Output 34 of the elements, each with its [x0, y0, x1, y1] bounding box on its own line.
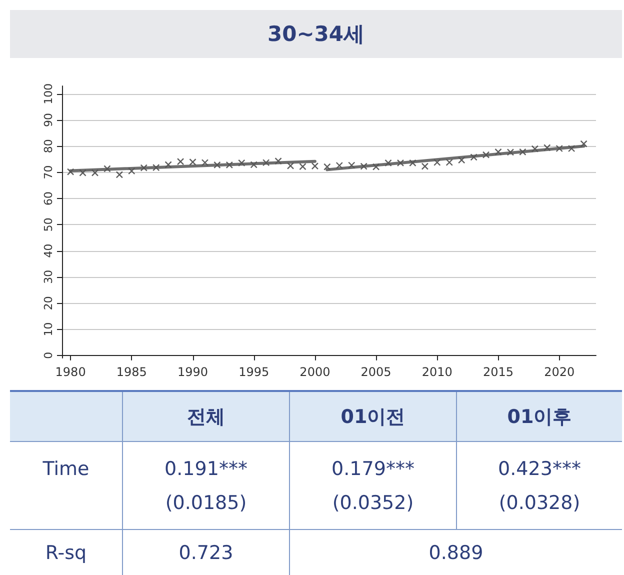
x-tick-label: 1995: [238, 365, 270, 379]
x-tick-label: 2010: [422, 365, 452, 379]
y-tick-label: 20: [42, 296, 55, 310]
text: 0.423***: [498, 456, 581, 482]
y-tick-label: 40: [42, 244, 55, 258]
y-tick-label: 100: [42, 83, 55, 104]
y-tick-label: 90: [42, 113, 55, 127]
x-tick-label: 2020: [544, 365, 575, 379]
text: (0.0352): [332, 490, 414, 516]
y-tick-label: 10: [42, 322, 55, 336]
text: 01이후: [457, 392, 622, 442]
text: 0.179***: [332, 456, 414, 482]
y-tick-label: 50: [42, 218, 55, 232]
y-tick-label: 80: [42, 139, 55, 154]
y-tick-label: 60: [42, 191, 55, 206]
text: 01이전: [290, 392, 457, 442]
text: (0.0185): [165, 490, 247, 516]
text: 전체: [123, 392, 290, 442]
x-tick-label: 1985: [116, 365, 147, 379]
x-tick-label: 2015: [482, 365, 514, 379]
text: 0.191***: [164, 456, 248, 482]
y-tick-label: 70: [42, 165, 55, 180]
y-tick-label: 0: [42, 352, 55, 359]
text: (0.0328): [498, 490, 580, 516]
x-tick-label: 1980: [55, 365, 86, 379]
text: 0.889: [428, 541, 484, 566]
text: Time: [10, 442, 123, 530]
text: R-sq: [10, 530, 123, 575]
text: 0.723: [123, 530, 290, 575]
x-tick-label: 2000: [300, 365, 330, 379]
chart-title: 30~34세: [10, 10, 622, 58]
x-tick-label: 1990: [177, 365, 208, 379]
x-tick-label: 2005: [360, 365, 392, 379]
y-tick-label: 30: [42, 270, 55, 284]
